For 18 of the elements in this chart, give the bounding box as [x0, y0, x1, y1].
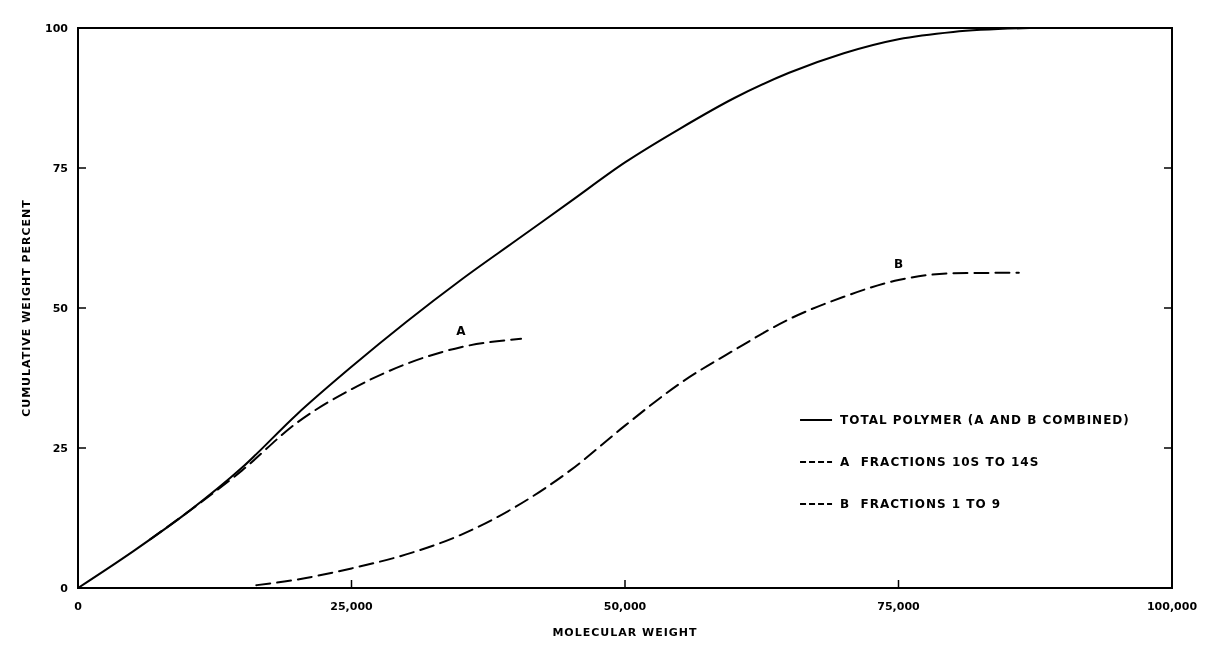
x-tick-label: 0: [74, 600, 83, 613]
annotation: B: [893, 257, 904, 271]
legend-label: TOTAL POLYMER (A AND B COMBINED): [840, 413, 1130, 427]
x-tick-label: 50,000: [603, 600, 647, 613]
legend-label: A FRACTIONS 10S TO 14S: [840, 455, 1040, 469]
y-tick-label: 100: [45, 22, 69, 35]
x-tick-label: 25,000: [330, 600, 374, 613]
y-tick-label: 25: [52, 442, 68, 455]
y-axis-title: CUMULATIVE WEIGHT PERCENT: [20, 199, 33, 417]
x-tick-label: 100,000: [1146, 600, 1198, 613]
line-series: [149, 337, 523, 541]
y-tick-label: 0: [60, 582, 69, 595]
x-tick-label: 75,000: [877, 600, 921, 613]
y-tick-label: 75: [52, 162, 68, 175]
annotation: A: [456, 324, 467, 339]
legend-label: B FRACTIONS 1 TO 9: [840, 497, 1002, 511]
x-axis-title: MOLECULAR WEIGHT: [552, 626, 698, 639]
y-tick-label: 50: [52, 302, 69, 315]
